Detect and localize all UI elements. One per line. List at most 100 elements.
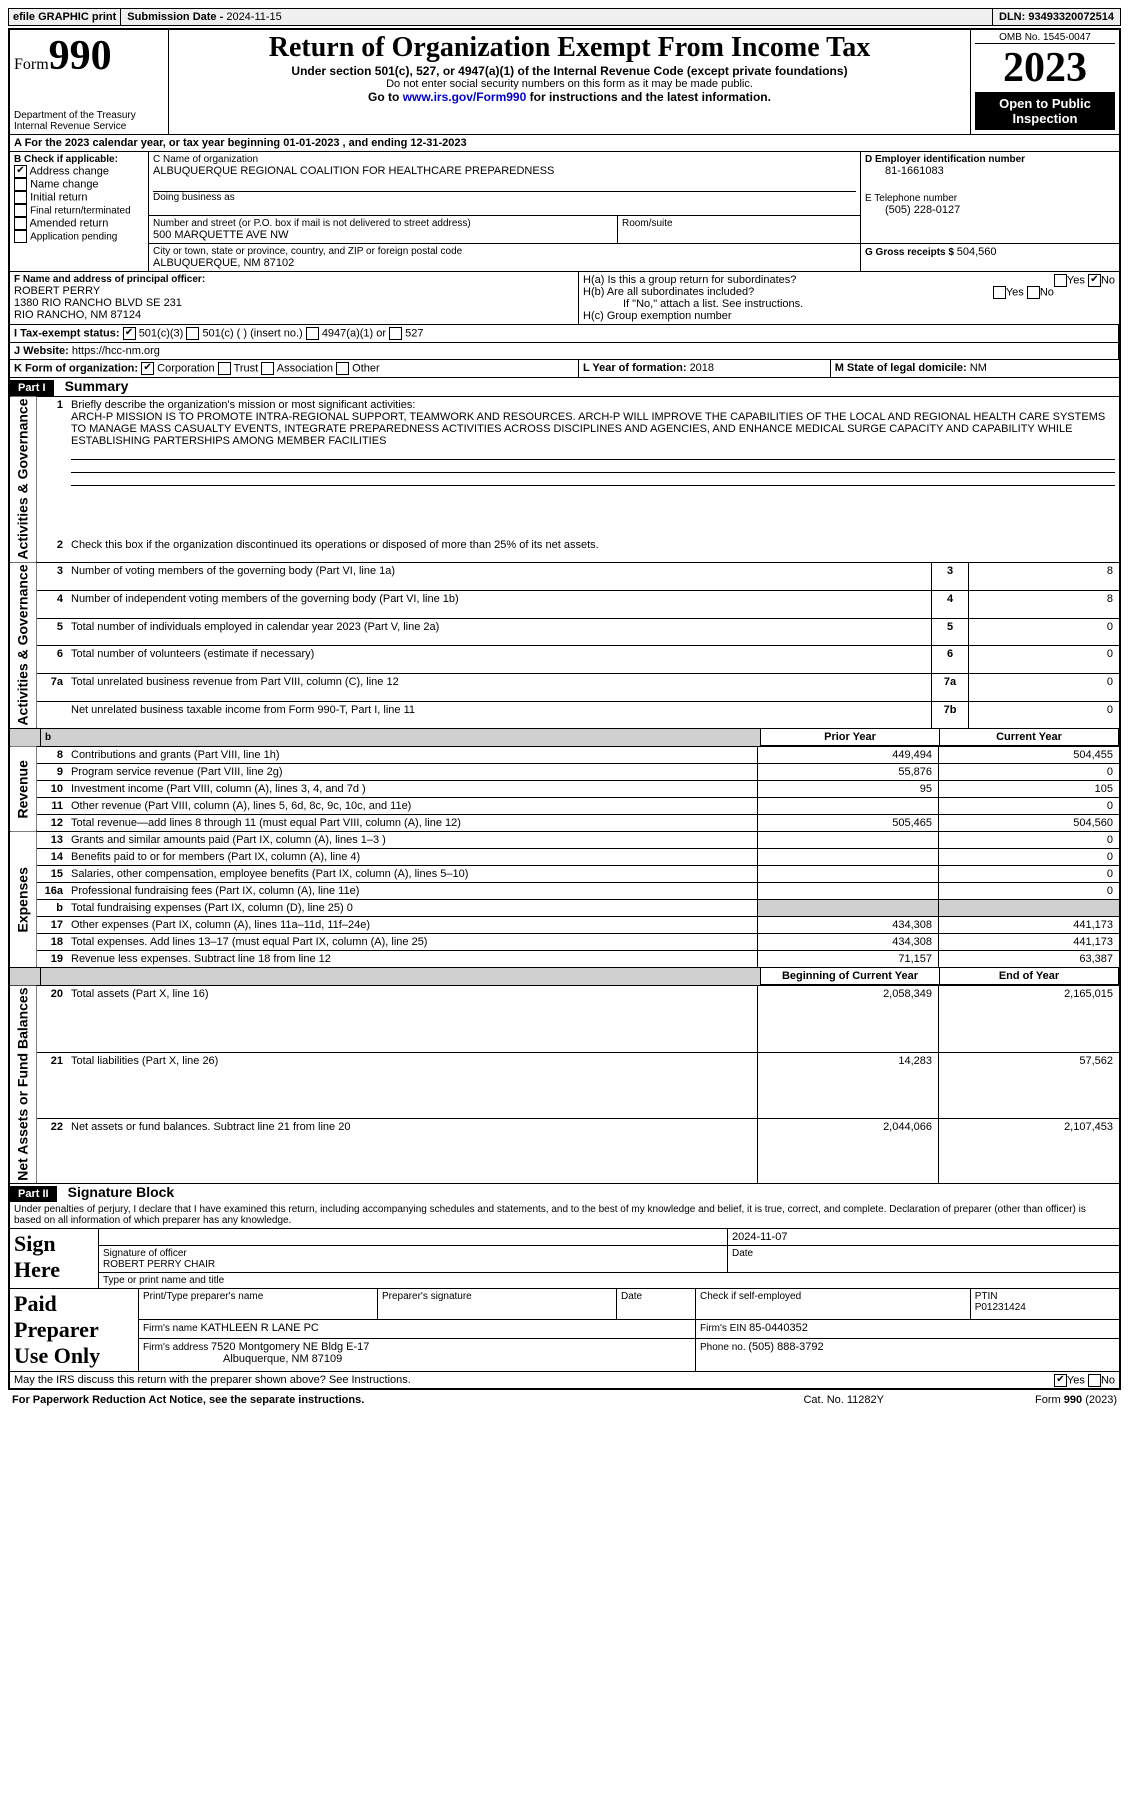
box-h: H(a) Is this a group return for subordin…	[579, 272, 1120, 325]
discuss-line: May the IRS discuss this return with the…	[10, 1371, 1119, 1388]
instructions-link[interactable]: www.irs.gov/Form990	[403, 90, 527, 104]
telephone: (505) 228-0127	[865, 204, 1115, 216]
current-value: 441,173	[939, 934, 1120, 951]
cat-no: Cat. No. 11282Y	[752, 1392, 935, 1408]
col-eoy: End of Year	[940, 968, 1119, 985]
discuss-yes[interactable]	[1054, 1374, 1067, 1387]
row-text: Contributions and grants (Part VIII, lin…	[67, 747, 758, 764]
current-value: 441,173	[939, 917, 1120, 934]
prior-value: 14,283	[758, 1052, 939, 1119]
prior-value: 434,308	[758, 917, 939, 934]
current-value: 0	[939, 798, 1120, 815]
form-990: Form990 Department of the Treasury Inter…	[8, 28, 1121, 1390]
box-i: I Tax-exempt status: 501(c)(3) 501(c) ( …	[10, 325, 1119, 343]
website: https://hcc-nm.org	[72, 345, 160, 357]
row-text: Total revenue—add lines 8 through 11 (mu…	[67, 815, 758, 832]
ha-yes[interactable]	[1054, 274, 1067, 287]
prior-value: 505,465	[758, 815, 939, 832]
row-text: Professional fundraising fees (Part IX, …	[67, 883, 758, 900]
corp-checkbox[interactable]	[141, 362, 154, 375]
row-text: Revenue less expenses. Subtract line 18 …	[67, 951, 758, 968]
prior-value: 2,058,349	[758, 986, 939, 1053]
current-value: 2,107,453	[939, 1119, 1120, 1184]
501c-checkbox[interactable]	[186, 327, 199, 340]
dln: DLN: 93493320072514	[992, 9, 1120, 25]
firm-name: KATHLEEN R LANE PC	[200, 1322, 318, 1334]
col-boy: Beginning of Current Year	[761, 968, 940, 985]
box-j: J Website: https://hcc-nm.org	[10, 343, 1119, 360]
prior-value	[758, 798, 939, 815]
group-exemption: H(c) Group exemption number	[583, 310, 1115, 322]
prior-value: 55,876	[758, 764, 939, 781]
line-value: 8	[969, 590, 1120, 618]
line-2: Check this box if the organization disco…	[67, 537, 1119, 562]
officer-name: ROBERT PERRY	[14, 285, 574, 297]
tab-net-rows: Net Assets or Fund Balances	[10, 986, 37, 1184]
address-change-checkbox[interactable]	[14, 165, 27, 178]
prior-value: 2,044,066	[758, 1119, 939, 1184]
current-value: 0	[939, 866, 1120, 883]
name-change-checkbox[interactable]	[14, 178, 27, 191]
row-text: Number of independent voting members of …	[67, 590, 932, 618]
current-value: 0	[939, 832, 1120, 849]
line-value: 0	[969, 646, 1120, 674]
row-text: Salaries, other compensation, employee b…	[67, 866, 758, 883]
tab-governance: Activities & Governance	[10, 397, 37, 563]
current-value: 105	[939, 781, 1120, 798]
line-value: 0	[969, 673, 1120, 701]
current-value: 0	[939, 764, 1120, 781]
efile-label: efile GRAPHIC print	[9, 11, 120, 23]
tab-rev-rows: Revenue	[10, 747, 37, 832]
initial-return-checkbox[interactable]	[14, 191, 27, 204]
current-value	[939, 900, 1120, 917]
row-text: Grants and similar amounts paid (Part IX…	[67, 832, 758, 849]
current-value: 63,387	[939, 951, 1120, 968]
row-text: Total number of individuals employed in …	[67, 618, 932, 646]
city-state-zip: ALBUQUERQUE, NM 87102	[153, 257, 856, 269]
gross-receipts: 504,560	[957, 246, 997, 258]
box-b: B Check if applicable: Address change Na…	[10, 152, 149, 272]
prior-value	[758, 832, 939, 849]
box-m: M State of legal domicile: NM	[830, 360, 1119, 378]
discuss-no[interactable]	[1088, 1374, 1101, 1387]
527-checkbox[interactable]	[389, 327, 402, 340]
row-text: Investment income (Part VIII, column (A)…	[67, 781, 758, 798]
application-pending-checkbox[interactable]	[14, 230, 27, 243]
row-text: Total expenses. Add lines 13–17 (must eq…	[67, 934, 758, 951]
current-value: 2,165,015	[939, 986, 1120, 1053]
dept-treasury: Department of the Treasury Internal Reve…	[14, 110, 164, 132]
tab-exp-rows: Expenses	[10, 832, 37, 968]
ptin: P01231424	[975, 1302, 1026, 1313]
final-return-checkbox[interactable]	[14, 204, 27, 217]
row-text: Net assets or fund balances. Subtract li…	[67, 1119, 758, 1184]
prior-value: 71,157	[758, 951, 939, 968]
assoc-checkbox[interactable]	[261, 362, 274, 375]
row-text: Net unrelated business taxable income fr…	[67, 701, 932, 728]
amended-return-checkbox[interactable]	[14, 217, 27, 230]
part2-header: Part II Signature Block	[10, 1183, 1119, 1202]
form-id-cell: Form990 Department of the Treasury Inter…	[10, 30, 169, 134]
year-cell: OMB No. 1545-0047 2023 Open to Public In…	[971, 30, 1120, 134]
form-footer: Form 990 (2023)	[935, 1392, 1121, 1408]
ha-no[interactable]	[1088, 274, 1101, 287]
pra-notice: For Paperwork Reduction Act Notice, see …	[8, 1392, 752, 1408]
firm-ein: 85-0440352	[749, 1322, 808, 1334]
4947-checkbox[interactable]	[306, 327, 319, 340]
box-c-city: City or town, state or province, country…	[149, 244, 861, 272]
top-bar: efile GRAPHIC print Submission Date - 20…	[8, 8, 1121, 26]
row-text: Benefits paid to or for members (Part IX…	[67, 849, 758, 866]
row-text: Total liabilities (Part X, line 26)	[67, 1052, 758, 1119]
officer-signature: ROBERT PERRY CHAIR	[103, 1259, 215, 1270]
other-checkbox[interactable]	[336, 362, 349, 375]
org-name: ALBUQUERQUE REGIONAL COALITION FOR HEALT…	[153, 165, 856, 177]
row-text: Total number of volunteers (estimate if …	[67, 646, 932, 674]
line-a: A For the 2023 calendar year, or tax yea…	[10, 134, 1119, 151]
room-suite: Room/suite	[618, 216, 861, 244]
hb-no[interactable]	[1027, 286, 1040, 299]
box-l: L Year of formation: 2018	[579, 360, 831, 378]
501c3-checkbox[interactable]	[123, 327, 136, 340]
mission-text: ARCH-P MISSION IS TO PROMOTE INTRA-REGIO…	[71, 411, 1105, 447]
trust-checkbox[interactable]	[218, 362, 231, 375]
box-k: K Form of organization: Corporation Trus…	[10, 360, 579, 378]
hb-yes[interactable]	[993, 286, 1006, 299]
